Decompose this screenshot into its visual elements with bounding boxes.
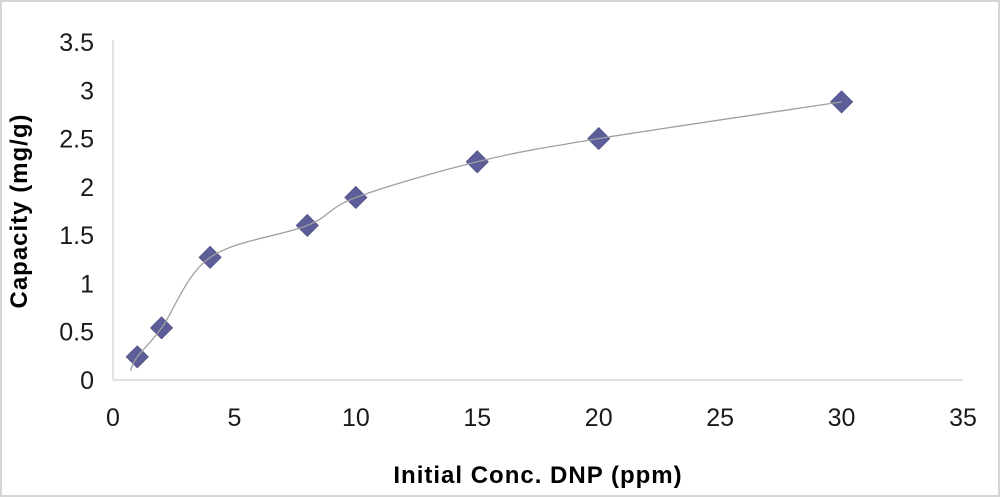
y-tick-label: 2 <box>80 174 94 202</box>
trendline <box>129 101 842 372</box>
y-tick-label: 1 <box>80 270 94 298</box>
y-axis-title: Capacity (mg/g) <box>6 113 33 308</box>
x-tick-label: 10 <box>342 404 370 432</box>
y-tick-label: 3 <box>80 77 94 105</box>
x-tick-label: 35 <box>949 404 977 432</box>
y-tick-label: 3.5 <box>59 29 94 57</box>
x-tick-label: 25 <box>706 404 734 432</box>
y-tick-label: 2.5 <box>59 126 94 154</box>
y-tick-label: 1.5 <box>59 222 94 250</box>
y-tick-label: 0 <box>80 367 94 395</box>
y-tick-label: 0.5 <box>59 319 94 347</box>
x-tick-label: 15 <box>463 404 491 432</box>
x-tick-label: 20 <box>585 404 613 432</box>
x-tick-label: 30 <box>828 404 856 432</box>
x-axis-title: Initial Conc. DNP (ppm) <box>393 462 682 489</box>
x-tick-label: 0 <box>106 404 120 432</box>
x-tick-label: 5 <box>227 404 241 432</box>
